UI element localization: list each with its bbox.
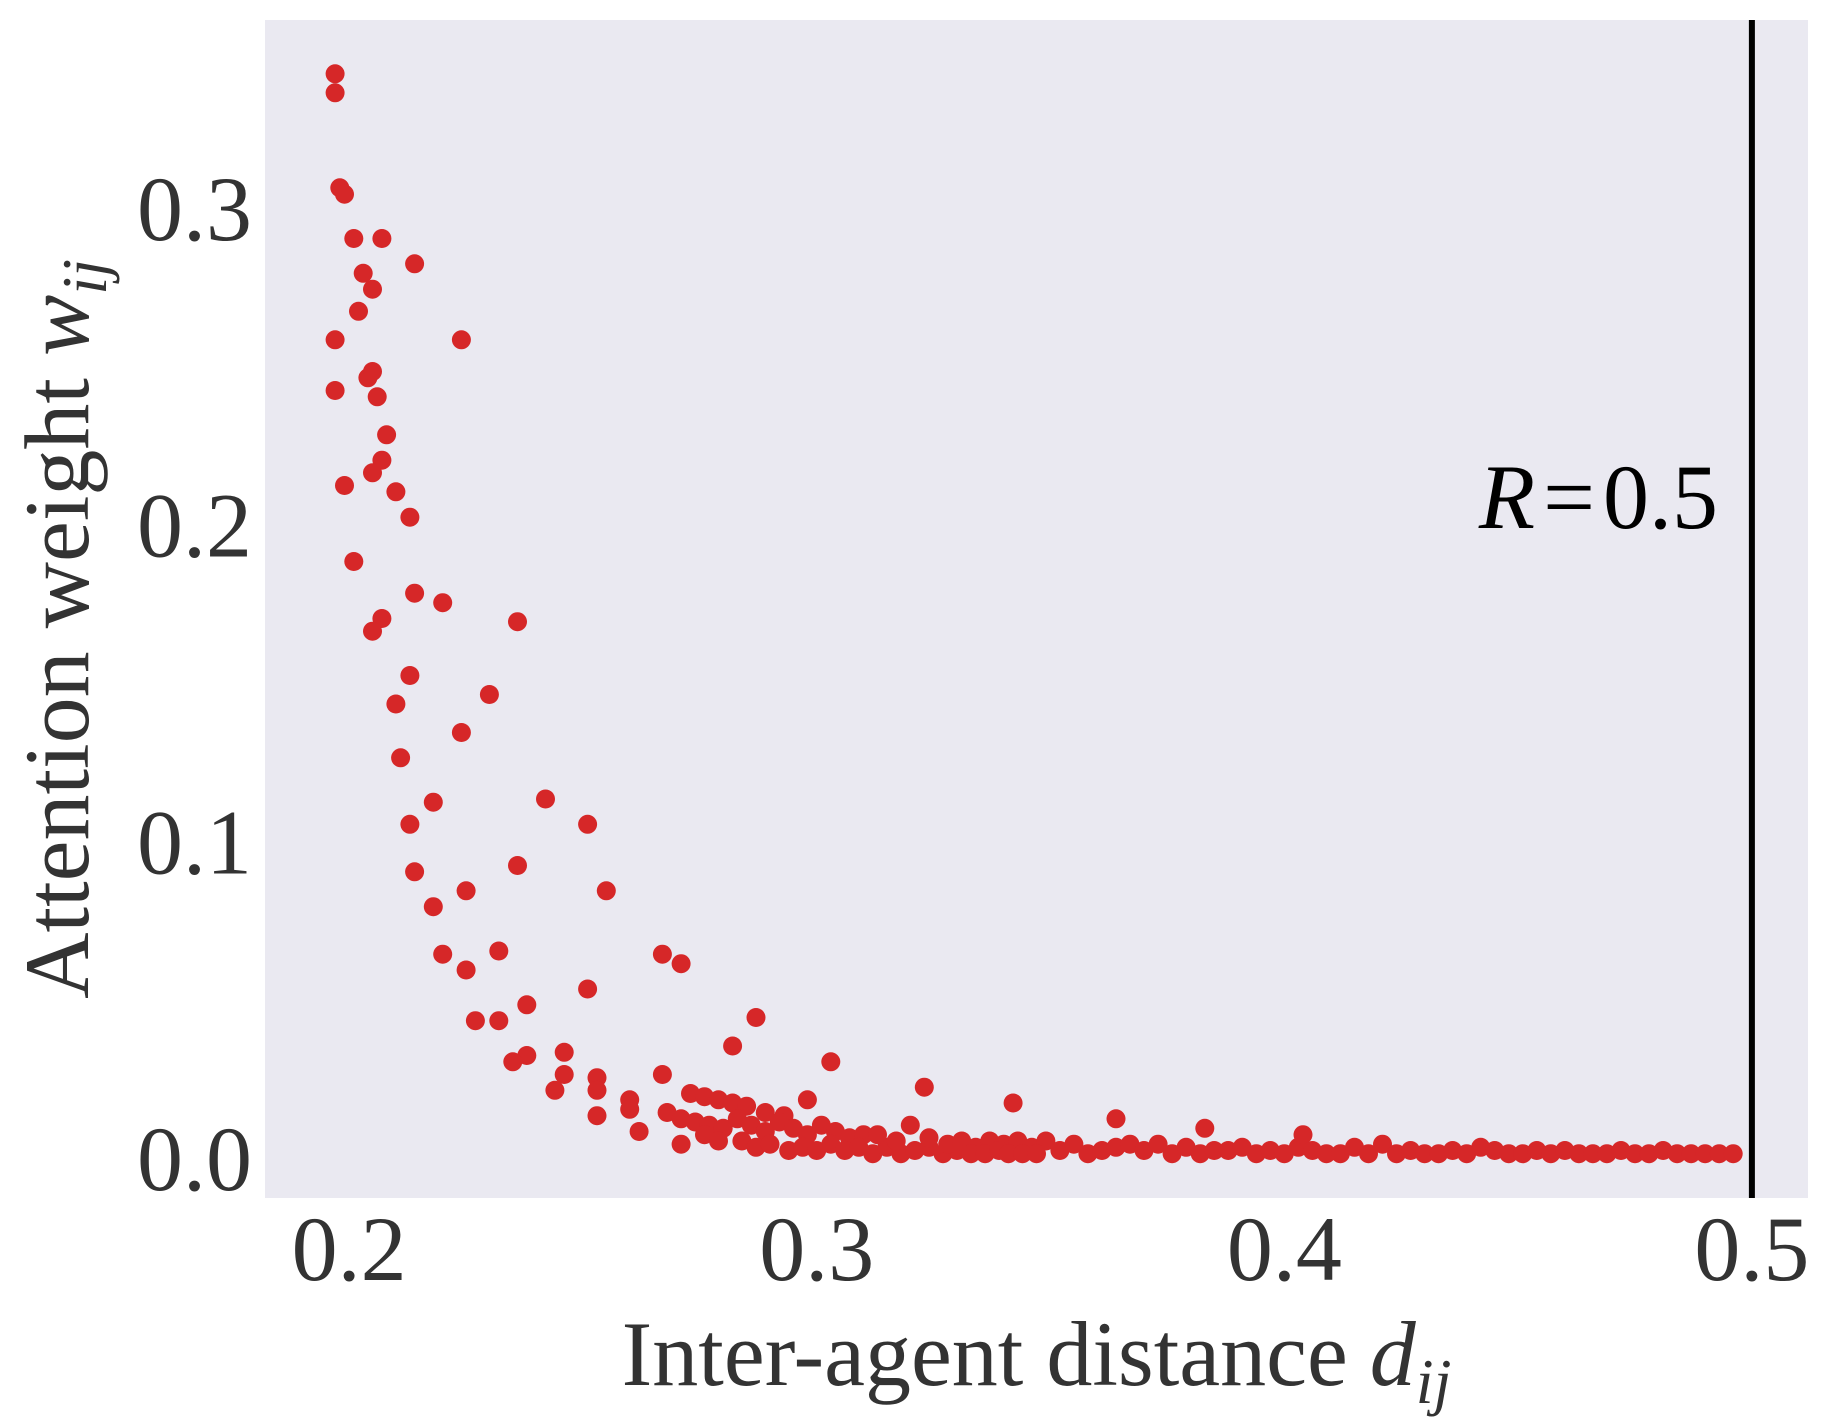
data-point — [452, 723, 471, 742]
data-point — [363, 362, 382, 381]
data-point — [1107, 1109, 1126, 1128]
data-point — [457, 961, 476, 980]
x-tick-label: 0.5 — [1694, 1198, 1809, 1300]
data-point — [363, 463, 382, 482]
data-point — [452, 330, 471, 349]
data-point — [1027, 1144, 1046, 1163]
data-point — [588, 1081, 607, 1100]
data-point — [798, 1090, 817, 1109]
data-point — [920, 1128, 939, 1147]
data-point — [480, 685, 499, 704]
y-axis-label: Attention weight wij — [6, 259, 120, 999]
data-point — [433, 945, 452, 964]
x-tick-label: 0.2 — [292, 1198, 407, 1300]
y-axis-label-text: Attention weight — [6, 378, 108, 999]
data-point — [368, 387, 387, 406]
data-point — [1724, 1144, 1743, 1163]
data-point — [620, 1100, 639, 1119]
annotation-symbol: R — [1478, 446, 1535, 548]
data-point — [578, 815, 597, 834]
data-point — [405, 254, 424, 273]
data-point — [578, 980, 597, 999]
data-point — [424, 793, 443, 812]
data-point — [887, 1132, 906, 1151]
data-point — [405, 584, 424, 603]
data-point — [363, 280, 382, 299]
data-point — [1294, 1125, 1313, 1144]
data-point — [555, 1065, 574, 1084]
annotation-value: 0.5 — [1603, 446, 1718, 548]
x-axis-label-subscript: ij — [1416, 1346, 1452, 1417]
data-point — [326, 381, 345, 400]
data-point — [405, 862, 424, 881]
data-point — [326, 83, 345, 102]
data-point — [588, 1106, 607, 1125]
data-point — [344, 552, 363, 571]
y-axis-label-symbol: w — [6, 295, 108, 356]
data-point — [672, 1135, 691, 1154]
data-point — [508, 856, 527, 875]
data-point — [400, 815, 419, 834]
data-point — [672, 954, 691, 973]
data-point — [555, 1043, 574, 1062]
data-point — [489, 1011, 508, 1030]
data-point — [653, 1065, 672, 1084]
data-point — [400, 508, 419, 527]
data-point — [457, 881, 476, 900]
x-axis-label-text: Inter-agent distance — [622, 1303, 1348, 1405]
y-tick-label: 0.2 — [137, 475, 252, 577]
data-point — [517, 995, 536, 1014]
data-point — [386, 482, 405, 501]
data-point — [723, 1037, 742, 1056]
data-point — [326, 330, 345, 349]
data-point — [503, 1052, 522, 1071]
data-point — [391, 748, 410, 767]
x-tick-label: 0.4 — [1227, 1198, 1342, 1300]
data-point — [326, 64, 345, 83]
data-point — [400, 666, 419, 685]
data-point — [354, 264, 373, 283]
y-tick-label: 0.1 — [137, 791, 252, 893]
data-point — [363, 622, 382, 641]
y-axis-label-subscript: ij — [49, 259, 120, 295]
data-point — [868, 1125, 887, 1144]
data-point — [915, 1078, 934, 1097]
data-point — [433, 593, 452, 612]
data-point — [466, 1011, 485, 1030]
y-tick-label: 0.0 — [137, 1108, 252, 1210]
data-point — [372, 229, 391, 248]
x-axis-label: Inter-agent distance dij — [622, 1303, 1452, 1417]
data-point — [349, 302, 368, 321]
data-point — [489, 942, 508, 961]
data-point — [747, 1008, 766, 1027]
data-point — [377, 425, 396, 444]
y-tick-label: 0.3 — [137, 158, 252, 260]
data-point — [536, 790, 555, 809]
x-axis-ticks: 0.2 0.3 0.4 0.5 — [292, 1198, 1810, 1300]
y-axis-ticks: 0.0 0.1 0.2 0.3 — [137, 158, 252, 1210]
data-point — [335, 185, 354, 204]
x-axis-label-symbol: d — [1370, 1303, 1417, 1405]
data-point — [344, 229, 363, 248]
data-point — [335, 476, 354, 495]
data-point — [709, 1132, 728, 1151]
data-point — [1004, 1094, 1023, 1113]
data-point — [597, 881, 616, 900]
data-point — [901, 1116, 920, 1135]
data-point — [1195, 1119, 1214, 1138]
data-point — [821, 1052, 840, 1071]
data-point — [545, 1081, 564, 1100]
data-point — [386, 695, 405, 714]
x-tick-label: 0.3 — [759, 1198, 874, 1300]
data-point — [761, 1135, 780, 1154]
annotation-equals: = — [1543, 446, 1595, 548]
data-point — [508, 612, 527, 631]
data-point — [424, 897, 443, 916]
data-point — [630, 1122, 649, 1141]
data-point — [653, 945, 672, 964]
